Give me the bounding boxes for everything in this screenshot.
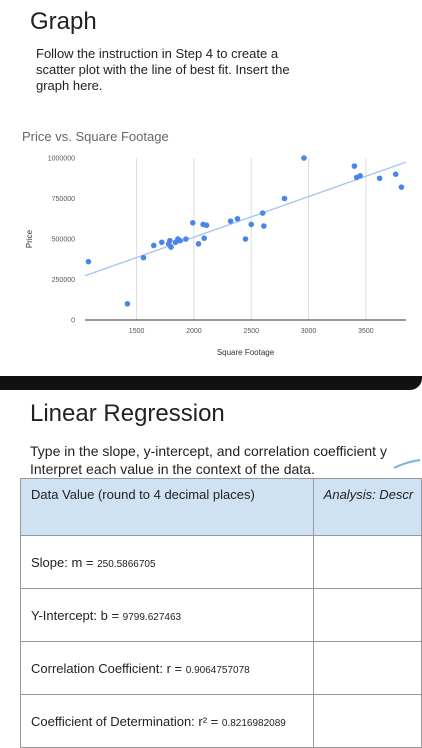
intercept-label: Y-Intercept: b =	[31, 607, 123, 623]
scatter-point	[398, 184, 405, 190]
scatter-point	[203, 222, 210, 229]
table-row: Y-Intercept: b = 9799.627463	[20, 588, 422, 642]
y-tick-label: 500000	[52, 237, 75, 244]
x-axis-label: Square Footage	[217, 348, 275, 357]
regression-section: Linear Regression Type in the slope, y-i…	[0, 390, 422, 748]
scatter-point	[183, 236, 189, 242]
scatter-point	[227, 218, 234, 224]
regression-instruction-line2: Interpret each value in the context of t…	[30, 461, 315, 477]
graph-instruction: Follow the instruction in Step 4 to crea…	[36, 46, 290, 93]
scatter-point	[168, 244, 174, 250]
scatter-chart: 1500 2000 2500 3000 3500 0 250000 500000 750000 1…	[25, 155, 407, 357]
graph-heading: Graph	[30, 8, 97, 35]
y-axis-label: Price	[25, 229, 34, 248]
y-tick-label: 750000	[52, 196, 75, 203]
page-divider	[0, 376, 422, 390]
trendline	[84, 161, 407, 277]
intercept-analysis-cell[interactable]	[312, 588, 422, 642]
scatter-point	[242, 236, 249, 242]
correlation-value: 0.9064757078	[185, 664, 250, 676]
graph-section: Graph Follow the instruction in Step 4 t…	[22, 8, 407, 357]
x-tick-label: 3000	[301, 328, 317, 335]
chart-title: Price vs. Square Footage	[22, 129, 169, 144]
header-analysis: Analysis: Descr	[312, 478, 422, 536]
correlation-label: Correlation Coefficient: r =	[31, 660, 186, 676]
x-tick-label: 2000	[186, 328, 202, 335]
scatter-point	[177, 237, 183, 244]
determination-analysis-cell[interactable]	[312, 694, 422, 748]
table-row: Correlation Coefficient: r = 0.906475707…	[20, 641, 422, 695]
slope-value: 250.5866705	[97, 558, 156, 570]
intercept-cell[interactable]: Y-Intercept: b = 9799.627463	[20, 588, 314, 642]
scatter-point	[150, 242, 157, 249]
determination-cell[interactable]: Coefficient of Determination: r² = 0.821…	[20, 694, 314, 748]
header-data-value: Data Value (round to 4 decimal places)	[20, 478, 314, 536]
scatter-point	[159, 239, 165, 246]
scatter-point	[357, 173, 363, 179]
y-tick-label: 250000	[52, 277, 75, 284]
x-tick-label: 3500	[358, 328, 374, 335]
regression-table: Data Value (round to 4 decimal places) A…	[20, 478, 422, 748]
scatter-point	[392, 171, 399, 177]
slope-cell[interactable]: Slope: m = 250.5866705	[20, 535, 314, 589]
scatter-point	[376, 175, 383, 182]
scatter-point	[195, 241, 202, 247]
x-tick-label: 1500	[129, 328, 145, 335]
table-header-row: Data Value (round to 4 decimal places) A…	[20, 478, 422, 536]
scatter-point	[140, 254, 147, 261]
scatter-point	[281, 195, 288, 202]
regression-instruction: Type in the slope, y-intercept, and corr…	[30, 442, 422, 478]
determination-label: Coefficient of Determination: r² =	[31, 713, 222, 729]
scatter-point	[248, 221, 255, 228]
regression-instruction-line1: Type in the slope, y-intercept, and corr…	[30, 443, 387, 459]
scatter-point	[301, 155, 307, 161]
slope-analysis-cell[interactable]	[312, 535, 422, 589]
scatter-point	[261, 223, 267, 229]
scatter-point	[167, 237, 173, 244]
y-tick-label: 0	[71, 318, 75, 325]
scatter-point	[351, 163, 358, 169]
scatter-point	[259, 210, 266, 216]
scatter-point	[234, 215, 241, 222]
correlation-analysis-cell[interactable]	[312, 641, 422, 695]
correlation-cell[interactable]: Correlation Coefficient: r = 0.906475707…	[20, 641, 314, 695]
table-row: Slope: m = 250.5866705	[20, 535, 422, 589]
slope-label: Slope: m =	[31, 554, 98, 570]
scatter-point	[201, 235, 208, 241]
pen-mark-icon	[393, 459, 421, 469]
regression-heading: Linear Regression	[30, 400, 225, 427]
table-row: Coefficient of Determination: r² = 0.821…	[20, 694, 422, 748]
x-tick-label: 2500	[243, 328, 259, 335]
y-tick-label: 1000000	[48, 156, 75, 163]
determination-value: 0.8216982089	[221, 717, 286, 729]
scatter-point	[85, 258, 92, 265]
intercept-value: 9799.627463	[122, 611, 182, 623]
scatter-point	[124, 301, 131, 307]
scatter-point	[189, 220, 196, 226]
